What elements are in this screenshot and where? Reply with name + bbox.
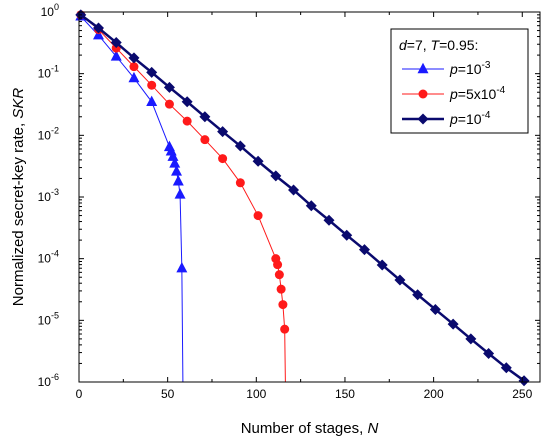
x-axis-title: Number of stages, N: [241, 420, 379, 437]
x-tick-label: 250: [512, 387, 532, 401]
data-point: [234, 140, 246, 152]
data-point: [273, 260, 283, 270]
legend: d=7, T=0.95: p=10-3 p=5x10-4 p=10-4: [390, 28, 529, 134]
data-point: [500, 362, 512, 374]
data-point: [218, 154, 228, 164]
data-point: [288, 184, 300, 196]
data-point: [235, 178, 245, 188]
y-tick-exponent: -5: [51, 310, 59, 320]
data-point: [146, 95, 158, 106]
y-tick-base: 10: [38, 252, 52, 266]
data-point: [253, 211, 263, 221]
y-tick-exponent: -2: [51, 125, 59, 135]
x-tick-label: 200: [424, 387, 444, 401]
y-tick-label: 10-2: [38, 125, 59, 142]
y-tick-base: 10: [38, 375, 52, 389]
legend-label: p=10-4: [449, 110, 491, 127]
y-tick-label: 10-6: [38, 372, 59, 389]
data-point: [276, 284, 286, 294]
x-tick-label: 50: [161, 387, 175, 401]
legend-label-exponent: -4: [496, 85, 505, 96]
legend-marker: [417, 62, 429, 74]
data-point: [174, 188, 186, 199]
y-tick-label: 10-3: [38, 187, 59, 204]
data-point: [182, 116, 192, 126]
data-point: [93, 29, 105, 40]
data-point: [147, 80, 157, 90]
data-point: [483, 347, 495, 359]
data-point: [341, 229, 353, 241]
data-point: [274, 270, 284, 280]
data-point: [358, 244, 370, 256]
legend-label-exponent: -3: [482, 60, 491, 71]
y-tick-label: 10-1: [38, 64, 59, 81]
legend-label-exponent: -4: [482, 110, 491, 121]
data-point: [429, 303, 441, 315]
data-point: [447, 318, 459, 330]
legend-marker: [417, 113, 429, 125]
data-point: [93, 22, 105, 34]
data-point: [394, 274, 406, 286]
legend-title: d=7, T=0.95:: [399, 37, 478, 53]
y-tick-label: 100: [41, 2, 59, 19]
data-point: [217, 126, 229, 138]
y-tick-exponent: -4: [51, 249, 59, 259]
data-point: [280, 324, 290, 334]
data-point: [412, 289, 424, 301]
series-2: [75, 9, 530, 387]
data-point: [199, 111, 211, 123]
data-point: [128, 52, 140, 64]
data-point: [110, 37, 122, 49]
data-point: [323, 214, 335, 226]
data-point: [169, 157, 181, 168]
x-tick-label: 150: [335, 387, 355, 401]
y-tick-label: 10-4: [38, 249, 59, 266]
data-point: [146, 66, 158, 78]
y-tick-exponent: -1: [51, 64, 59, 74]
data-point: [200, 135, 210, 145]
data-point: [164, 99, 174, 109]
legend-marker: [418, 89, 428, 99]
y-tick-base: 10: [38, 190, 52, 204]
legend-label: p=5x10-4: [449, 85, 506, 102]
x-tick-label: 0: [76, 387, 83, 401]
data-point: [171, 165, 183, 176]
legend-item-0: p=10-3: [402, 60, 491, 77]
data-point: [465, 333, 477, 345]
y-tick-label: 10-5: [38, 310, 59, 327]
data-point: [518, 375, 530, 387]
data-point: [129, 62, 139, 72]
data-point: [128, 71, 140, 83]
data-point: [167, 150, 179, 161]
ticks-layer: 0 50 100 150 200 25010-610-510-410-310-210-11…: [38, 2, 540, 401]
y-tick-exponent: 0: [54, 2, 59, 12]
series-0: [75, 10, 188, 383]
y-tick-base: 10: [38, 128, 52, 142]
y-tick-exponent: -3: [51, 187, 59, 197]
y-axis-title: Normalized secret-key rate, SKR: [10, 88, 27, 307]
y-tick-base: 10: [38, 67, 52, 81]
y-tick-exponent: -6: [51, 372, 59, 382]
data-point: [172, 175, 184, 186]
series-layer: [75, 9, 530, 387]
y-tick-base: 10: [38, 313, 52, 327]
data-point: [252, 155, 264, 167]
x-tick-label: 100: [246, 387, 266, 401]
data-point: [270, 170, 282, 182]
series-1: [76, 10, 290, 383]
legend-item-2: p=10-4: [402, 110, 491, 127]
data-point: [163, 81, 175, 93]
data-point: [110, 50, 122, 61]
data-point: [278, 300, 288, 310]
data-point: [305, 200, 317, 212]
legend-label: p=10-3: [449, 60, 491, 77]
data-point: [376, 259, 388, 271]
legend-box: [390, 28, 529, 134]
data-point: [181, 96, 193, 108]
legend-item-1: p=5x10-4: [402, 85, 506, 102]
data-point: [176, 262, 188, 273]
y-tick-base: 10: [41, 5, 55, 19]
